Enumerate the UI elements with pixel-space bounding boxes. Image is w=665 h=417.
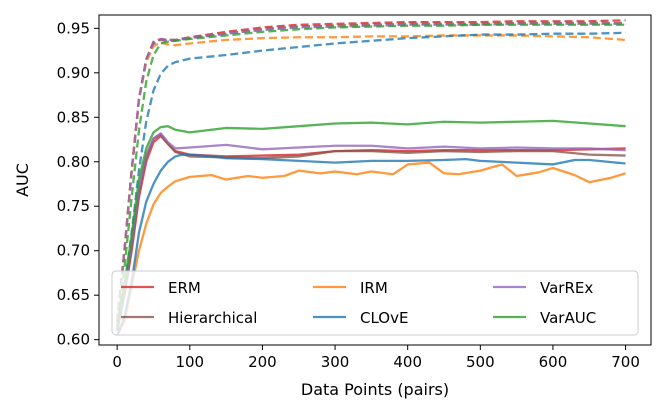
series-line-irm <box>116 161 626 336</box>
x-tick-label: 200 <box>248 353 277 371</box>
y-tick-label: 0.60 <box>57 331 90 349</box>
series-layer <box>116 19 626 336</box>
legend-label: IRM <box>360 279 388 297</box>
y-tick-label: 0.80 <box>57 153 90 171</box>
x-axis-label: Data Points (pairs) <box>301 380 449 399</box>
y-tick-label: 0.95 <box>57 19 90 37</box>
legend-label: ERM <box>168 279 201 297</box>
series-line-varauc-dashed <box>116 23 626 327</box>
series-line-varrex <box>116 132 626 330</box>
series-line-clove-dashed <box>116 31 626 331</box>
x-tick-label: 700 <box>611 353 640 371</box>
x-tick-label: 100 <box>175 353 204 371</box>
x-tick-label: 0 <box>112 353 122 371</box>
x-tick-label: 600 <box>539 353 568 371</box>
series-line-clove <box>116 153 626 336</box>
legend: ERM Hierarchical IRM CLOvE VarREx VarAUC <box>111 270 639 336</box>
plot-frame <box>98 14 652 346</box>
y-tick-label: 0.90 <box>57 64 90 82</box>
x-tick-label: 400 <box>393 353 422 371</box>
y-tick-label: 0.70 <box>57 242 90 260</box>
axis-ticks: 0 100 200 300 400 500 600 700 0.60 0.65 0.70 0.75 0.… <box>57 19 640 371</box>
x-tick-label: 300 <box>321 353 350 371</box>
x-tick-label: 500 <box>466 353 495 371</box>
y-tick-label: 0.85 <box>57 108 90 126</box>
legend-label: VarREx <box>540 279 593 297</box>
legend-label: Hierarchical <box>168 309 257 327</box>
y-axis-label: AUC <box>13 163 32 197</box>
legend-label: CLOvE <box>360 309 408 327</box>
y-tick-label: 0.75 <box>57 197 90 215</box>
series-line-varauc <box>116 119 626 327</box>
y-tick-label: 0.65 <box>57 286 90 304</box>
legend-label: VarAUC <box>540 309 596 327</box>
